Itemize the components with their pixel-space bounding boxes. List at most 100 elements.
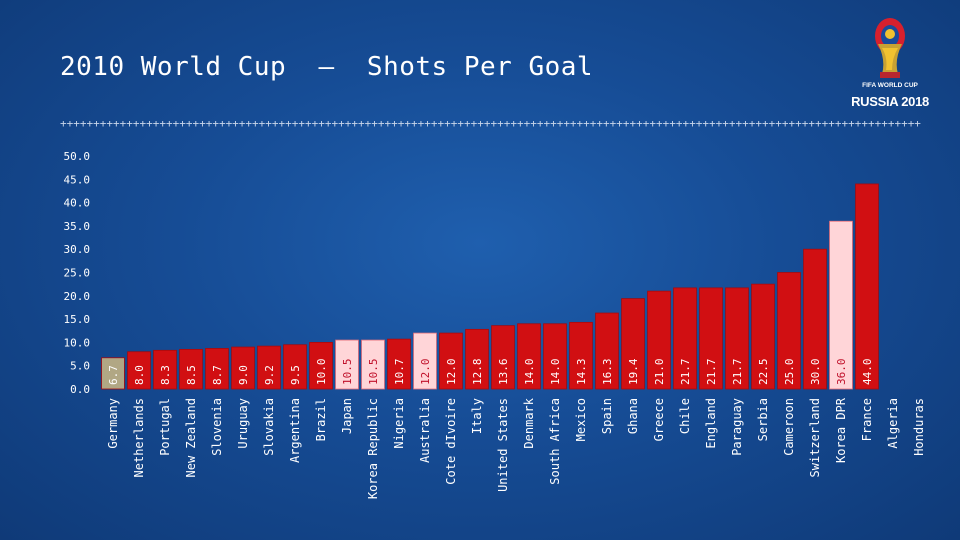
data-label: 30.0 bbox=[809, 359, 822, 386]
divider: ++++++++++++++++++++++++++++++++++++++++… bbox=[60, 118, 921, 130]
bar-germany bbox=[101, 357, 125, 390]
y-tick-label: 50.0 bbox=[64, 150, 91, 163]
data-label: 6.7 bbox=[107, 365, 120, 385]
logo-text-line2: RUSSIA 2018 bbox=[851, 94, 929, 109]
x-tick-label: Algeria bbox=[886, 398, 900, 449]
data-label: 9.5 bbox=[289, 365, 302, 385]
data-label: 9.0 bbox=[237, 365, 250, 385]
data-label: 14.0 bbox=[523, 359, 536, 386]
data-label: 10.5 bbox=[341, 359, 354, 386]
y-tick-label: 40.0 bbox=[64, 197, 91, 210]
data-label: 12.0 bbox=[419, 359, 432, 386]
x-tick-label: Argentina bbox=[288, 398, 302, 463]
bar-new-zealand bbox=[179, 348, 203, 390]
y-tick-label: 30.0 bbox=[64, 243, 91, 256]
x-tick-label: Spain bbox=[600, 398, 614, 434]
bar-cote-divoire bbox=[439, 332, 463, 390]
y-tick-label: 35.0 bbox=[64, 220, 91, 233]
x-tick-label: Cote dIvoire bbox=[444, 398, 458, 485]
x-tick-label: Slovenia bbox=[210, 398, 224, 456]
y-tick-label: 10.0 bbox=[64, 336, 91, 349]
x-tick-label: Ghana bbox=[626, 398, 640, 434]
bar-korea-dpr bbox=[829, 220, 853, 390]
x-tick-label: United States bbox=[496, 398, 510, 492]
bar-united-states bbox=[491, 325, 515, 390]
y-tick-label: 20.0 bbox=[64, 290, 91, 303]
bar-mexico bbox=[569, 321, 593, 390]
data-label: 8.7 bbox=[211, 365, 224, 385]
bar-slovakia bbox=[257, 345, 281, 390]
bar-slovenia bbox=[205, 348, 229, 390]
data-label: 22.5 bbox=[757, 359, 770, 386]
bar-serbia bbox=[751, 283, 775, 390]
data-label: 12.8 bbox=[471, 359, 484, 386]
x-tick-label: Greece bbox=[652, 398, 666, 441]
bar-brazil bbox=[309, 341, 333, 390]
y-tick-label: 25.0 bbox=[64, 267, 91, 280]
x-tick-label: Netherlands bbox=[132, 398, 146, 477]
data-label: 13.6 bbox=[497, 359, 510, 386]
x-tick-label: Serbia bbox=[756, 398, 770, 441]
x-tick-label: Brazil bbox=[314, 398, 328, 441]
bar-england bbox=[699, 287, 723, 390]
x-tick-label: Slovakia bbox=[262, 398, 276, 456]
x-tick-label: Nigeria bbox=[392, 398, 406, 449]
x-tick-label: Italy bbox=[470, 398, 484, 434]
bar-cameroon bbox=[777, 272, 801, 390]
data-label: 14.0 bbox=[549, 359, 562, 386]
bar-argentina bbox=[283, 344, 307, 390]
data-label: 10.0 bbox=[315, 359, 328, 386]
x-tick-label: Germany bbox=[106, 398, 120, 449]
bar-australia bbox=[413, 332, 437, 390]
x-tick-label: Cameroon bbox=[782, 398, 796, 456]
x-tick-label: Honduras bbox=[912, 398, 926, 456]
x-axis: Germany Netherlands Portugal New Zealand Slo… bbox=[106, 397, 926, 499]
x-tick-label: Korea Republic bbox=[366, 398, 380, 499]
bar-switzerland bbox=[803, 248, 827, 390]
x-tick-label: England bbox=[704, 398, 718, 449]
bars: 6.7 8.0 8.3 8.5 8.7 9.0 9.2 9.5 10.0 10.5 10.5 10.7… bbox=[101, 183, 879, 390]
x-tick-label: Uruguay bbox=[236, 398, 250, 449]
x-tick-label: Switzerland bbox=[808, 398, 822, 477]
bar-japan bbox=[335, 339, 359, 390]
data-label: 19.4 bbox=[627, 358, 640, 385]
data-label: 21.7 bbox=[731, 359, 744, 386]
data-label: 36.0 bbox=[835, 359, 848, 386]
data-label: 8.3 bbox=[159, 365, 172, 385]
x-tick-label: Korea DPR bbox=[834, 397, 848, 463]
bar-ghana bbox=[621, 298, 645, 390]
x-tick-label: Denmark bbox=[522, 397, 536, 448]
data-label: 44.0 bbox=[861, 359, 874, 386]
data-label: 14.3 bbox=[575, 359, 588, 386]
data-label: 21.0 bbox=[653, 359, 666, 386]
x-tick-label: France bbox=[860, 398, 874, 441]
x-tick-label: Paraguay bbox=[730, 398, 744, 456]
x-tick-label: Portugal bbox=[158, 398, 172, 456]
bar-italy bbox=[465, 328, 489, 390]
y-tick-label: 0.0 bbox=[70, 383, 90, 396]
data-label: 10.5 bbox=[367, 359, 380, 386]
bar-spain bbox=[595, 312, 619, 390]
x-tick-label: Mexico bbox=[574, 398, 588, 441]
y-tick-label: 45.0 bbox=[64, 173, 91, 186]
bar-nigeria bbox=[387, 338, 411, 390]
bar-paraguay bbox=[725, 287, 749, 390]
data-label: 25.0 bbox=[783, 359, 796, 386]
data-label: 21.7 bbox=[705, 359, 718, 386]
bar-chile bbox=[673, 287, 697, 390]
bar-denmark bbox=[517, 323, 541, 390]
x-tick-label: South Africa bbox=[548, 398, 562, 485]
trophy-emblem-icon bbox=[875, 18, 905, 78]
bar-uruguay bbox=[231, 346, 255, 390]
x-tick-label: Japan bbox=[340, 398, 354, 434]
y-tick-label: 15.0 bbox=[64, 313, 91, 326]
bar-france bbox=[855, 183, 879, 390]
bar-south-africa bbox=[543, 323, 567, 390]
fifa-logo: FIFA WORLD CUP RUSSIA 2018 bbox=[842, 14, 938, 114]
data-label: 12.0 bbox=[445, 359, 458, 386]
x-tick-label: Chile bbox=[678, 398, 692, 434]
x-tick-label: New Zealand bbox=[184, 398, 198, 477]
bar-portugal bbox=[153, 349, 177, 390]
y-axis: 0.0 5.0 10.0 15.0 20.0 25.0 30.0 35.0 40.0 45.0 50… bbox=[64, 150, 91, 396]
